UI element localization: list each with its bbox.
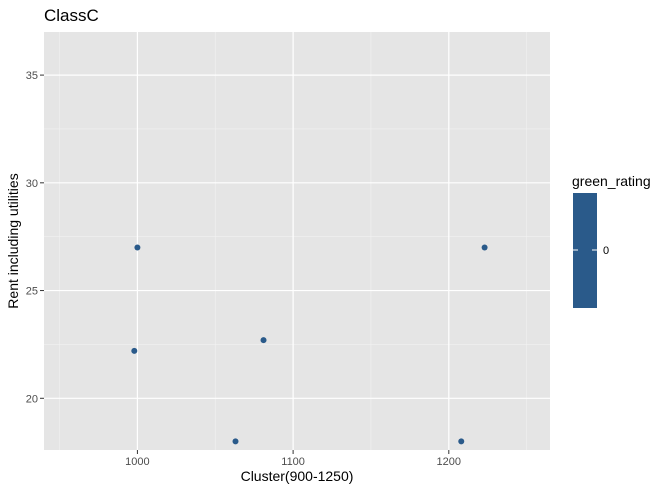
data-point	[232, 438, 239, 445]
x-tick-label: 1000	[125, 456, 149, 468]
data-point	[131, 347, 138, 354]
legend-label: 0	[603, 245, 609, 257]
data-point	[134, 244, 141, 251]
x-tick-label: 1200	[437, 456, 461, 468]
chart-title: ClassC	[44, 6, 99, 25]
data-point	[260, 337, 267, 344]
legend: green_rating 0	[572, 173, 651, 308]
data-points	[131, 244, 488, 445]
y-tick-label: 20	[26, 393, 38, 405]
minor-gridlines	[44, 32, 550, 450]
y-axis-title: Rent including utilities	[5, 173, 21, 308]
plot-panel	[44, 32, 550, 450]
major-gridlines	[44, 32, 550, 450]
y-tick-label: 35	[26, 70, 38, 82]
x-axis-title: Cluster(900-1250)	[241, 468, 354, 484]
y-tick-label: 25	[26, 286, 38, 298]
data-point	[458, 438, 465, 445]
data-point	[481, 244, 488, 251]
x-tick-label: 1100	[281, 456, 305, 468]
axis-tick-labels: 1000 1100 1200 20 25 30 35	[26, 70, 461, 468]
axis-ticks	[40, 74, 450, 454]
y-tick-label: 30	[26, 178, 38, 190]
legend-title: green_rating	[572, 173, 651, 189]
